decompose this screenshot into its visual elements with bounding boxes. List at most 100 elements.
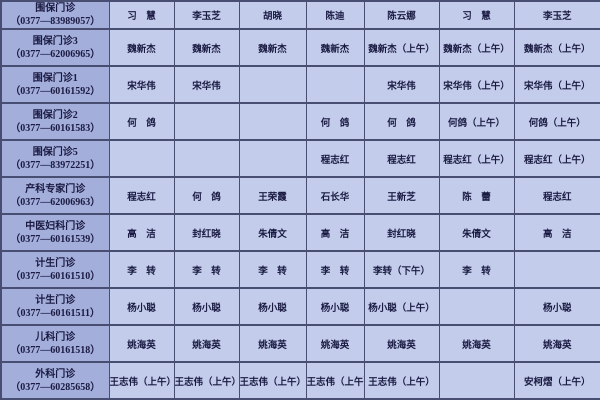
department-phone: （0377—60161592） [10, 85, 101, 97]
doctor-cell: 封红晓 [363, 213, 440, 252]
doctor-cell [438, 361, 515, 400]
doctor-cell: 习 慧 [438, 0, 515, 30]
department-name: 计生门诊 [35, 294, 76, 306]
doctor-cell: 程志红 [363, 139, 440, 178]
department-phone: （0377—62006965） [10, 48, 101, 60]
department-cell: 儿科门诊 （0377—60161518） [0, 324, 110, 363]
doctor-cell: 杨小聪 [513, 287, 600, 326]
doctor-cell: 杨小聪 [238, 287, 307, 326]
department-phone: （0377—60285658） [10, 381, 101, 393]
doctor-cell: 王志伟（上午） [363, 361, 440, 400]
doctor-cell: 高 洁 [108, 213, 175, 252]
doctor-cell: 胡晓 [238, 0, 307, 30]
doctor-cell: 宋华伟（上午） [438, 65, 515, 104]
doctor-cell: 姚海英 [438, 324, 515, 363]
department-cell: 围保门诊 （0377—83989057） [0, 0, 110, 30]
department-cell: 计生门诊 （0377—60161511） [0, 287, 110, 326]
table-row: 计生门诊 （0377—60161510）李 转李 转李 转李 转李转（下午）李 转 [0, 250, 600, 289]
doctor-cell: 杨小聪 [108, 287, 175, 326]
department-cell: 中医妇科门诊 （0377—60161539） [0, 213, 110, 252]
doctor-cell: 李 转 [108, 250, 175, 289]
doctor-cell: 魏新杰（上午） [438, 28, 515, 67]
department-cell: 围保门诊2 （0377—60161583） [0, 102, 110, 141]
doctor-cell: 何 鸽 [363, 102, 440, 141]
doctor-cell: 魏新杰 [305, 28, 365, 67]
doctor-cell: 何 鸽 [108, 102, 175, 141]
doctor-cell [305, 65, 365, 104]
department-phone: （0377—60161518） [10, 344, 101, 356]
department-cell: 围保门诊3 （0377—62006965） [0, 28, 110, 67]
department-phone: （0377—60161510） [10, 270, 101, 282]
doctor-cell: 王志伟（上午） [305, 361, 365, 400]
table-row: 中医妇科门诊 （0377—60161539）高 洁封红晓 朱倩文高 洁封红晓 朱倩文高… [0, 213, 600, 252]
department-cell: 围保门诊1 （0377—60161592） [0, 65, 110, 104]
doctor-cell: 何鸽（上午） [438, 102, 515, 141]
doctor-cell: 程志红（上午） [513, 139, 600, 178]
doctor-cell: 李玉芝 [513, 0, 600, 30]
table-row: 围保门诊2 （0377—60161583）何 鸽何 鸽何 鸽何鸽（上午） 何鸽（上午… [0, 102, 600, 141]
doctor-cell: 杨小聪 [173, 287, 240, 326]
department-cell: 计生门诊 （0377—60161510） [0, 250, 110, 289]
doctor-cell: 习 慧 [108, 0, 175, 30]
doctor-cell [238, 102, 307, 141]
doctor-cell: 石长华 [305, 176, 365, 215]
department-name: 计生门诊 [35, 257, 76, 269]
department-name: 围保门诊3 [32, 35, 78, 47]
department-name: 中医妇科门诊 [25, 220, 86, 232]
department-cell: 围保门诊5 （0377—83972251） [0, 139, 110, 178]
doctor-cell: 朱倩文 [438, 213, 515, 252]
doctor-cell [238, 139, 307, 178]
department-name: 产科专家门诊 [25, 183, 86, 195]
doctor-cell: 朱倩文 [238, 213, 307, 252]
doctor-cell: 姚海英 [305, 324, 365, 363]
doctor-cell: 魏新杰 [173, 28, 240, 67]
doctor-cell: 宋华伟 [173, 65, 240, 104]
doctor-cell [173, 139, 240, 178]
department-cell: 外科门诊 （0377—60285658） [0, 361, 110, 400]
doctor-cell: 封红晓 [173, 213, 240, 252]
doctor-cell: 高 洁 [513, 213, 600, 252]
doctor-cell: 王新芝 [363, 176, 440, 215]
table-row: 围保门诊1 （0377—60161592） 宋华伟 宋华伟 宋华伟 宋华伟（上午） 宋华伟（… [0, 65, 600, 104]
doctor-cell: 魏新杰 [108, 28, 175, 67]
doctor-cell: 姚海英 [363, 324, 440, 363]
department-name: 围保门诊5 [32, 146, 78, 158]
doctor-cell: 程志红 [305, 139, 365, 178]
doctor-cell: 魏新杰 [238, 28, 307, 67]
doctor-cell: 魏新杰（上午） [513, 28, 600, 67]
department-name: 外科门诊 [35, 368, 76, 380]
table-row: 围保门诊5 （0377—83972251） 程志红 程志红 程志红（上午） 程志红（上午） [0, 139, 600, 178]
doctor-cell [108, 139, 175, 178]
doctor-cell: 安柯熠（上午） [513, 361, 600, 400]
doctor-cell: 李 转 [173, 250, 240, 289]
department-phone: （0377—83972251） [10, 159, 101, 171]
table-row: 外科门诊 （0377—60285658） 王志伟（上午） 王志伟（上午） 王志伟（上午）… [0, 361, 600, 400]
doctor-cell: 李 转 [438, 250, 515, 289]
doctor-cell: 王志伟（上午） [108, 361, 175, 400]
doctor-cell: 陈迪 [305, 0, 365, 30]
doctor-cell: 程志红（上午） [438, 139, 515, 178]
doctor-cell: 姚海英 [238, 324, 307, 363]
doctor-cell: 陈云娜 [363, 0, 440, 30]
doctor-cell: 王志伟（上午） [173, 361, 240, 400]
department-phone: （0377—62006963） [10, 196, 101, 208]
doctor-cell: 王荣霞 [238, 176, 307, 215]
table-row: 计生门诊 （0377—60161511） 杨小聪 杨小聪 杨小聪 杨小聪 杨小聪（上午） 杨小… [0, 287, 600, 326]
doctor-cell: 姚海英 [513, 324, 600, 363]
doctor-cell: 高 洁 [305, 213, 365, 252]
doctor-cell: 宋华伟 [363, 65, 440, 104]
doctor-cell [238, 65, 307, 104]
department-cell: 产科专家门诊 （0377—62006963） [0, 176, 110, 215]
doctor-cell: 何 鸽 [173, 176, 240, 215]
doctor-cell: 程志红 [108, 176, 175, 215]
doctor-cell: 何鸽（上午） [513, 102, 600, 141]
doctor-cell: 李转（下午） [363, 250, 440, 289]
department-phone: （0377—60161539） [10, 233, 101, 245]
doctor-cell: 杨小聪（上午） [363, 287, 440, 326]
table-row: 围保门诊3 （0377—62006965） 魏新杰 魏新杰 魏新杰 魏新杰 魏新杰（上午）魏… [0, 28, 600, 67]
department-name: 围保门诊2 [32, 109, 78, 121]
doctor-cell: 宋华伟（上午） [513, 65, 600, 104]
doctor-cell [513, 250, 600, 289]
doctor-cell: 姚海英 [173, 324, 240, 363]
